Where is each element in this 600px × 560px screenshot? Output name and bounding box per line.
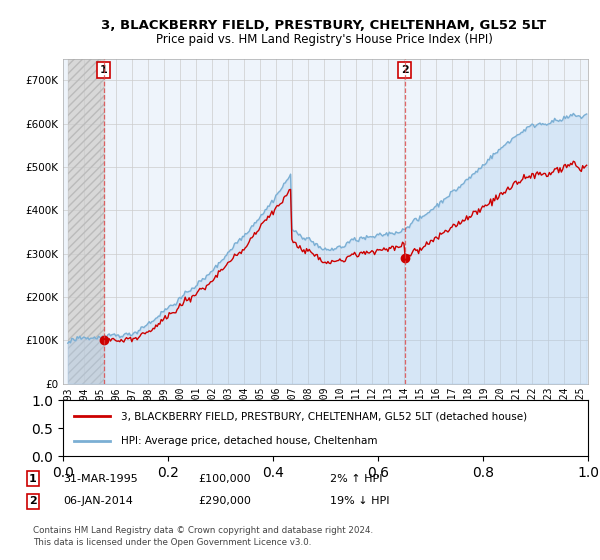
Text: 2% ↑ HPI: 2% ↑ HPI — [330, 474, 383, 484]
Text: 1: 1 — [100, 65, 107, 75]
Text: 3, BLACKBERRY FIELD, PRESTBURY, CHELTENHAM, GL52 5LT: 3, BLACKBERRY FIELD, PRESTBURY, CHELTENH… — [101, 18, 547, 32]
Text: Price paid vs. HM Land Registry's House Price Index (HPI): Price paid vs. HM Land Registry's House … — [155, 32, 493, 46]
Text: 2: 2 — [401, 65, 409, 75]
Bar — [68, 59, 104, 384]
Bar — [68, 59, 104, 384]
Text: HPI: Average price, detached house, Cheltenham: HPI: Average price, detached house, Chel… — [121, 436, 377, 446]
Text: 19% ↓ HPI: 19% ↓ HPI — [330, 496, 389, 506]
Text: Contains HM Land Registry data © Crown copyright and database right 2024.
This d: Contains HM Land Registry data © Crown c… — [33, 526, 373, 547]
Text: 31-MAR-1995: 31-MAR-1995 — [63, 474, 138, 484]
Text: 1: 1 — [29, 474, 37, 484]
Text: £100,000: £100,000 — [198, 474, 251, 484]
Text: 2: 2 — [29, 496, 37, 506]
Text: 3, BLACKBERRY FIELD, PRESTBURY, CHELTENHAM, GL52 5LT (detached house): 3, BLACKBERRY FIELD, PRESTBURY, CHELTENH… — [121, 411, 527, 421]
Text: 06-JAN-2014: 06-JAN-2014 — [63, 496, 133, 506]
Text: £290,000: £290,000 — [198, 496, 251, 506]
